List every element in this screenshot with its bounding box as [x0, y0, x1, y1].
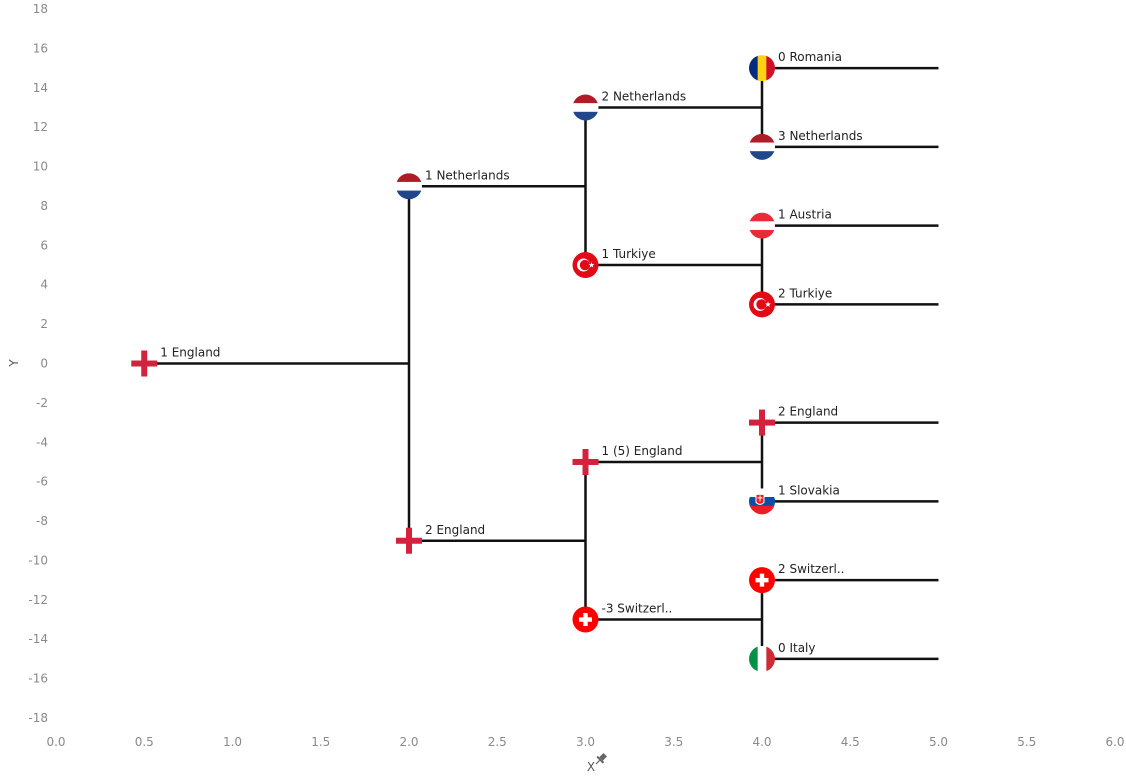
- y-tick-label: 12: [33, 120, 48, 134]
- y-tick-label: 6: [40, 238, 48, 252]
- switzerland-flag-marker: [749, 567, 775, 594]
- team-label: 2 Turkiye: [778, 286, 832, 300]
- england-flag-marker: [131, 350, 158, 377]
- x-axis-title: X: [587, 760, 595, 774]
- team-label: 2 England: [778, 405, 838, 419]
- y-axis-ticks: 18 16 14 12 10 8 6 4 2 0 -2 -4 -6 -8 -10 -12 -14 -16 -18: [28, 2, 48, 725]
- team-label: 2 England: [425, 523, 485, 537]
- x-tick-label: 5.5: [1017, 735, 1036, 749]
- team-label: 1 Slovakia: [778, 483, 840, 497]
- netherlands-flag-marker: [749, 133, 775, 160]
- team-markers: [131, 55, 775, 672]
- y-tick-label: 0: [40, 357, 48, 371]
- x-tick-label: 0.0: [46, 735, 65, 749]
- austria-flag-marker: [749, 212, 775, 239]
- team-label: 1 England: [160, 346, 220, 360]
- team-label: 1 Turkiye: [602, 247, 656, 261]
- x-tick-label: 3.5: [664, 735, 683, 749]
- y-tick-label: -4: [36, 435, 48, 449]
- england-flag-marker: [396, 527, 422, 554]
- x-tick-label: 2.0: [399, 735, 418, 749]
- team-label: 2 Netherlands: [602, 89, 687, 103]
- england-flag-marker: [749, 409, 775, 436]
- turkey-flag-marker: [572, 252, 599, 279]
- switzerland-flag-marker: [572, 606, 599, 633]
- team-label: 1 Austria: [778, 208, 832, 222]
- y-tick-label: 4: [40, 278, 48, 292]
- y-tick-label: 16: [33, 41, 48, 55]
- team-label: 1 Netherlands: [425, 168, 510, 182]
- team-labels: 1 England 1 Netherlands 2 England 2 Netherl…: [160, 50, 862, 655]
- y-tick-label: -18: [28, 711, 48, 725]
- y-tick-label: 10: [33, 160, 48, 174]
- x-tick-label: 0.5: [135, 735, 154, 749]
- romania-flag-marker: [749, 55, 775, 82]
- england-flag-marker: [572, 448, 599, 475]
- x-tick-label: 1.5: [311, 735, 330, 749]
- x-tick-label: 3.0: [576, 735, 595, 749]
- turkey-flag-marker: [749, 291, 775, 318]
- netherlands-flag-marker: [572, 94, 599, 121]
- x-tick-label: 4.5: [841, 735, 860, 749]
- team-label: 3 Netherlands: [778, 129, 863, 143]
- team-label: -3 Switzerl..: [602, 602, 673, 616]
- team-label: 2 Switzerl..: [778, 562, 845, 576]
- bracket-lines: [144, 66, 939, 661]
- y-tick-label: -16: [28, 672, 48, 686]
- y-tick-label: 18: [33, 2, 48, 16]
- y-axis-title: Y: [7, 359, 21, 368]
- y-tick-label: -14: [28, 632, 48, 646]
- y-tick-label: -12: [28, 593, 48, 607]
- y-tick-label: -6: [36, 475, 48, 489]
- slovakia-flag-marker: [749, 488, 775, 515]
- x-tick-label: 2.5: [488, 735, 507, 749]
- team-label: 0 Italy: [778, 641, 815, 655]
- pin-icon[interactable]: [593, 752, 609, 768]
- netherlands-flag-marker: [396, 173, 422, 200]
- y-tick-label: -8: [36, 514, 48, 528]
- x-tick-label: 5.0: [929, 735, 948, 749]
- x-axis-ticks: 0.0 0.5 1.0 1.5 2.0 2.5 3.0 3.5 4.0 4.5 5.0 5.5 6.0: [46, 735, 1124, 749]
- x-tick-label: 1.0: [223, 735, 242, 749]
- y-tick-label: 14: [33, 81, 48, 95]
- y-tick-label: -2: [36, 396, 48, 410]
- x-tick-label: 6.0: [1105, 735, 1124, 749]
- y-tick-label: 2: [40, 317, 48, 331]
- x-tick-label: 4.0: [752, 735, 771, 749]
- y-tick-label: -10: [28, 553, 48, 567]
- team-label: 1 (5) England: [602, 444, 683, 458]
- team-label: 0 Romania: [778, 50, 842, 64]
- y-tick-label: 8: [40, 199, 48, 213]
- italy-flag-marker: [749, 645, 775, 672]
